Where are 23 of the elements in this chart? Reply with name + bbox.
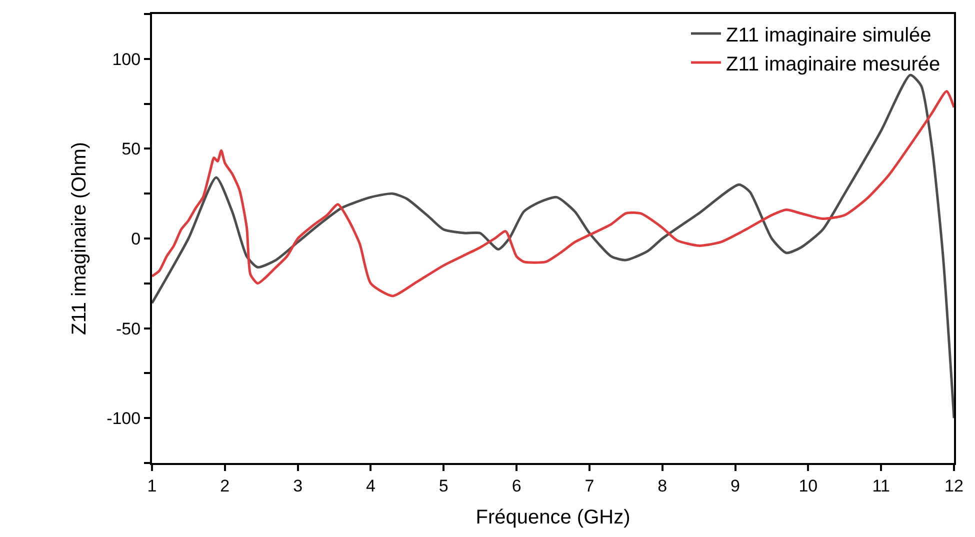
x-tick-label: 12	[944, 476, 964, 496]
x-tick-label: 7	[584, 476, 594, 496]
y-tick-label: 50	[122, 140, 141, 159]
y-tick-label: 0	[131, 229, 141, 248]
x-tick-label: 3	[293, 476, 303, 496]
legend-label: Z11 imaginaire simulée	[726, 24, 932, 46]
x-tick-label: 5	[438, 476, 448, 496]
line-series	[152, 90, 954, 298]
x-tick-label: 1	[147, 476, 157, 496]
x-tick-label: 6	[512, 476, 522, 496]
y-tick-label: -100	[106, 409, 141, 428]
x-tick-label: 9	[730, 476, 740, 496]
x-tick-label: 4	[366, 476, 376, 496]
x-tick-label: 10	[798, 476, 818, 496]
line-series	[152, 74, 954, 420]
y-tick-label: 100	[112, 50, 141, 69]
y-tick-label: -50	[116, 319, 141, 338]
x-axis-title: Fréquence (GHz)	[476, 506, 630, 528]
y-axis-title: Z11 imaginaire (Ohm)	[68, 142, 91, 336]
x-tick-label: 8	[658, 476, 668, 496]
legend-label: Z11 imaginaire mesurée	[726, 53, 940, 76]
x-tick-label: 11	[872, 476, 890, 496]
x-tick-label: 2	[220, 476, 230, 496]
